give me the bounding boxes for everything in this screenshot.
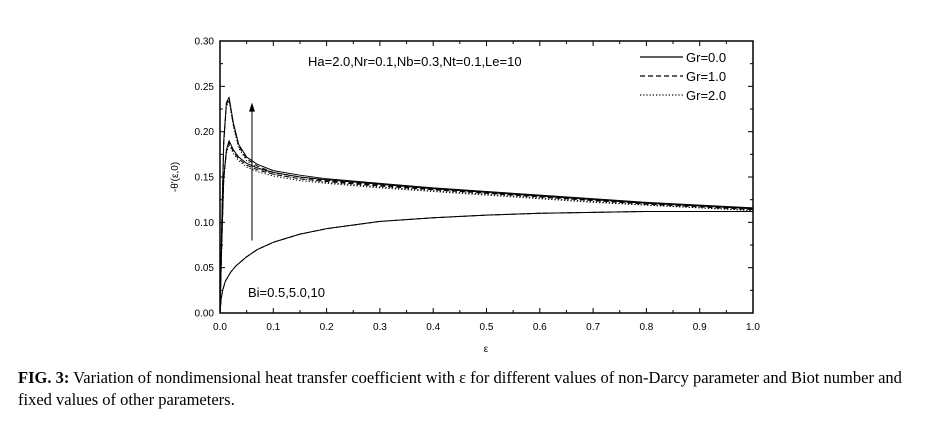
bi-annotation: Bi=0.5,5.0,10 bbox=[248, 285, 325, 300]
params-annotation: Ha=2.0,Nr=0.1,Nb=0.3,Nt=0.1,Le=10 bbox=[308, 54, 522, 69]
y-tick-label: 0.05 bbox=[195, 263, 215, 274]
x-tick-label: 0.6 bbox=[533, 322, 547, 333]
y-tick-label: 0.15 bbox=[195, 173, 215, 184]
series-line bbox=[219, 100, 754, 314]
y-tick-label: 0.20 bbox=[195, 127, 215, 138]
x-tick-label: 0.5 bbox=[480, 322, 494, 333]
x-tick-label: 0.7 bbox=[586, 322, 600, 333]
series-line bbox=[219, 143, 754, 314]
series-line bbox=[219, 98, 754, 314]
legend-label: Gr=1.0 bbox=[686, 69, 726, 84]
x-tick-label: 0.3 bbox=[373, 322, 387, 333]
series-line bbox=[219, 142, 754, 314]
bi-arrow bbox=[248, 102, 255, 241]
legend-label: Gr=2.0 bbox=[686, 88, 726, 103]
line-chart: 0.0 0.1 0.2 0.3 0.4 0.5 0.6 0.7 0.8 0.9 1.0 0.000.… bbox=[170, 37, 760, 356]
legend-label: Gr=0.0 bbox=[686, 50, 726, 65]
series-line bbox=[219, 210, 753, 314]
caption-text: Variation of nondimensional heat transfe… bbox=[18, 368, 902, 409]
y-tick-label: 0.25 bbox=[195, 82, 215, 93]
x-tick-label: 1.0 bbox=[746, 322, 760, 333]
y-axis-ticks: 0.00 0.05 0.10 0.15 0.20 0.25 0.30 bbox=[195, 37, 753, 320]
y-tick-label: 0.30 bbox=[195, 37, 215, 48]
y-tick-label: 0.00 bbox=[195, 309, 215, 320]
caption-label: FIG. 3: bbox=[18, 368, 70, 387]
x-tick-label: 0.9 bbox=[693, 322, 707, 333]
series-line bbox=[219, 96, 754, 314]
x-axis-ticks: 0.0 0.1 0.2 0.3 0.4 0.5 0.6 0.7 0.8 0.9 1.0 bbox=[213, 41, 760, 333]
x-tick-label: 0.4 bbox=[426, 322, 440, 333]
x-tick-label: 0.8 bbox=[639, 322, 653, 333]
x-axis-label: ε bbox=[484, 344, 489, 355]
x-tick-label: 0.2 bbox=[320, 322, 334, 333]
y-tick-label: 0.10 bbox=[195, 218, 215, 229]
arrow-head bbox=[248, 102, 255, 112]
legend: Gr=0.0 Gr=1.0 Gr=2.0 bbox=[640, 50, 726, 103]
y-axis-label: -θ'(ε,0) bbox=[170, 162, 181, 192]
x-tick-label: 0.1 bbox=[266, 322, 280, 333]
figure-caption: FIG. 3: Variation of nondimensional heat… bbox=[18, 367, 918, 411]
chart-curves bbox=[219, 96, 754, 314]
x-tick-label: 0.0 bbox=[213, 322, 227, 333]
